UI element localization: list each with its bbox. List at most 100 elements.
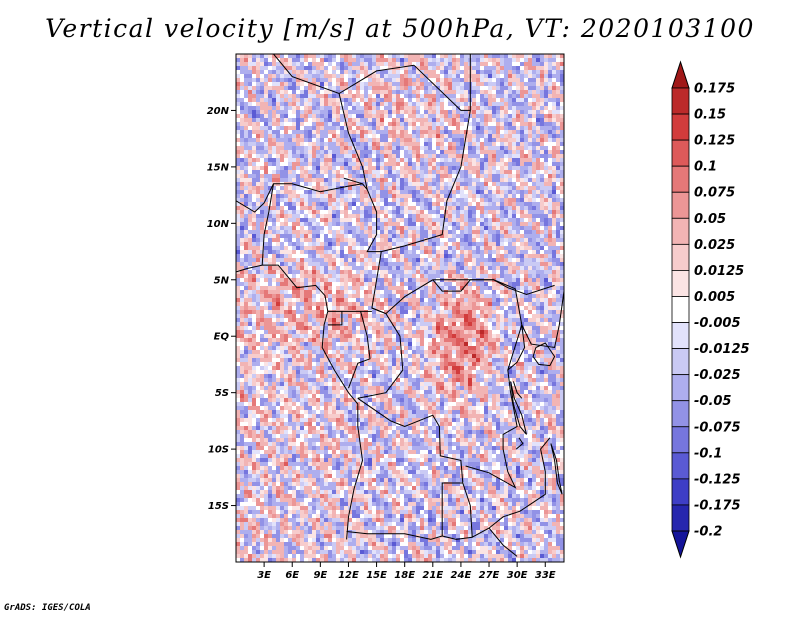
field-cell [552, 70, 556, 74]
field-cell [420, 74, 424, 78]
field-cell [464, 282, 468, 286]
field-cell [560, 162, 564, 166]
field-cell [448, 210, 452, 214]
field-cell [428, 258, 432, 262]
field-cell [252, 94, 256, 98]
field-cell [412, 290, 416, 294]
field-cell [264, 106, 268, 110]
field-cell [428, 118, 432, 122]
field-cell [556, 110, 560, 114]
field-cell [544, 94, 548, 98]
field-cell [420, 194, 424, 198]
field-cell [436, 242, 440, 246]
field-cell [560, 70, 564, 74]
field-cell [524, 278, 528, 282]
field-cell [508, 138, 512, 142]
field-cell [300, 94, 304, 98]
field-cell [440, 150, 444, 154]
field-cell [356, 90, 360, 94]
field-cell [272, 190, 276, 194]
field-cell [496, 266, 500, 270]
field-cell [448, 262, 452, 266]
field-cell [420, 114, 424, 118]
field-cell [372, 114, 376, 118]
field-cell [556, 254, 560, 258]
field-cell [284, 102, 288, 106]
field-cell [516, 246, 520, 250]
field-cell [308, 70, 312, 74]
field-cell [520, 138, 524, 142]
field-cell [560, 74, 564, 78]
field-cell [496, 246, 500, 250]
field-cell [484, 118, 488, 122]
field-cell [288, 238, 292, 242]
field-cell [240, 230, 244, 234]
field-cell [424, 94, 428, 98]
field-cell [316, 142, 320, 146]
field-cell [300, 254, 304, 258]
field-cell [236, 174, 240, 178]
field-cell [320, 146, 324, 150]
field-cell [484, 230, 488, 234]
field-cell [340, 114, 344, 118]
field-cell [428, 146, 432, 150]
field-cell [404, 62, 408, 66]
field-cell [472, 158, 476, 162]
field-cell [404, 278, 408, 282]
field-cell [392, 154, 396, 158]
field-cell [436, 246, 440, 250]
field-cell [364, 194, 368, 198]
field-cell [368, 226, 372, 230]
field-cell [276, 66, 280, 70]
field-cell [484, 214, 488, 218]
field-cell [272, 90, 276, 94]
field-cell [428, 154, 432, 158]
field-cell [336, 234, 340, 238]
field-cell [512, 134, 516, 138]
field-cell [252, 294, 256, 298]
field-cell [240, 142, 244, 146]
field-cell [460, 186, 464, 190]
field-cell [436, 286, 440, 290]
field-cell [520, 290, 524, 294]
field-cell [456, 98, 460, 102]
field-cell [240, 94, 244, 98]
field-cell [452, 158, 456, 162]
field-cell [424, 190, 428, 194]
field-cell [408, 214, 412, 218]
field-cell [544, 218, 548, 222]
field-cell [544, 90, 548, 94]
field-cell [432, 230, 436, 234]
field-cell [504, 294, 508, 298]
field-cell [556, 178, 560, 182]
field-cell [516, 238, 520, 242]
field-cell [304, 94, 308, 98]
field-cell [436, 74, 440, 78]
field-cell [440, 234, 444, 238]
field-cell [264, 150, 268, 154]
field-cell [312, 246, 316, 250]
field-cell [284, 254, 288, 258]
field-cell [272, 134, 276, 138]
field-cell [464, 170, 468, 174]
field-cell [560, 122, 564, 126]
field-cell [496, 206, 500, 210]
field-cell [244, 130, 248, 134]
field-cell [244, 254, 248, 258]
field-cell [400, 266, 404, 270]
field-cell [544, 290, 548, 294]
field-cell [492, 282, 496, 286]
field-cell [312, 214, 316, 218]
field-cell [440, 258, 444, 262]
field-cell [340, 98, 344, 102]
field-cell [412, 90, 416, 94]
field-cell [516, 174, 520, 178]
field-cell [248, 278, 252, 282]
field-cell [392, 158, 396, 162]
field-cell [448, 82, 452, 86]
field-cell [356, 234, 360, 238]
field-cell [552, 226, 556, 230]
field-cell [292, 278, 296, 282]
field-cell [536, 258, 540, 262]
field-cell [488, 106, 492, 110]
